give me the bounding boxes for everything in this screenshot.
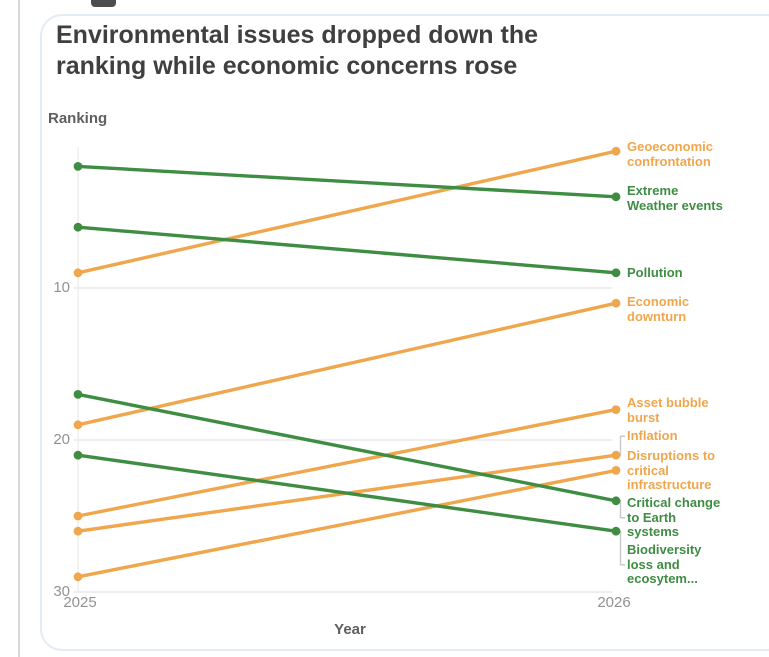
y-tick-20: 20	[53, 431, 70, 448]
series-start-dot-disruptions-to-critical-infrastructure	[73, 572, 83, 582]
series-start-dot-asset-bubble-burst	[73, 511, 83, 521]
series-label-line: confrontation	[627, 153, 711, 169]
series-end-dot-economic-downturn	[611, 298, 621, 308]
series-label-line: ecosytem...	[627, 571, 698, 586]
series-label-line: Geoeconomic	[627, 139, 713, 154]
series-label-geoeconomic-confrontation: Geoeconomic confrontation	[627, 139, 752, 169]
x-tick-2025: 2025	[63, 594, 97, 611]
chart-title: Environmental issues dropped down the ra…	[56, 20, 576, 82]
series-extreme-weather-events	[73, 162, 621, 202]
series-label-disruptions-to-critical-infrastructure: Disruptions to critical infrastructure	[627, 448, 752, 493]
x-tick-2026: 2026	[597, 594, 631, 611]
chart-title-line-1: Environmental issues dropped down the	[56, 21, 539, 49]
series-label-inflation: Inflation	[627, 428, 752, 444]
series-end-dot-asset-bubble-burst	[611, 405, 621, 414]
series-line-extreme-weather-events	[76, 164, 618, 199]
series-label-line: to Earth	[627, 509, 677, 525]
series-label-line: Extreme	[627, 183, 679, 198]
series-start-dot-critical-change-to-earth-systems	[73, 390, 83, 399]
series-end-dot-inflation	[611, 450, 621, 460]
x-axis-title: Year	[334, 621, 366, 638]
series-line-geoeconomic-confrontation	[76, 149, 618, 275]
cropped-toolbar-fragment	[91, 0, 116, 7]
chart-card	[40, 14, 769, 651]
series-label-critical-change-to-earth-systems: Critical change to Earth systems	[627, 495, 752, 540]
series-label-line: Economic	[627, 294, 690, 309]
series-line-critical-change-to-earth-systems	[76, 392, 618, 503]
series-start-dot-economic-downturn	[73, 420, 83, 430]
series-label-line: Inflation	[627, 428, 678, 443]
series-line-economic-downturn	[76, 301, 618, 427]
series-label-line: burst	[627, 409, 660, 425]
series-label-line: Disruptions to	[627, 448, 716, 463]
series-line-biodiversity-loss-and-ecosytem	[76, 453, 618, 533]
series-label-line: infrastructure	[627, 477, 712, 492]
series-label-line: Asset bubble	[627, 395, 709, 410]
series-pollution	[73, 222, 621, 278]
series-start-dot-inflation	[73, 526, 83, 536]
series-line-asset-bubble-burst	[76, 407, 618, 518]
series-label-line: Pollution	[627, 265, 683, 280]
series-start-dot-geoeconomic-confrontation	[73, 268, 83, 278]
series-disruptions-to-critical-infrastructure	[73, 466, 621, 582]
series-biodiversity-loss-and-ecosytem	[73, 450, 621, 536]
series-label-line: Critical change	[627, 495, 721, 510]
series-economic-downturn	[73, 298, 621, 430]
series-end-dot-pollution	[611, 268, 621, 278]
series-label-line: downturn	[627, 308, 687, 324]
series-end-dot-extreme-weather-events	[611, 192, 621, 202]
series-label-line: Biodiversity	[627, 542, 702, 557]
series-label-economic-downturn: Economic downturn	[627, 294, 752, 324]
page-left-divider	[18, 0, 20, 657]
series-end-dot-biodiversity-loss-and-ecosytem	[611, 526, 621, 536]
series-end-dot-critical-change-to-earth-systems	[611, 496, 621, 506]
series-label-pollution: Pollution	[627, 265, 752, 281]
y-tick-10: 10	[53, 279, 70, 296]
series-start-dot-extreme-weather-events	[73, 162, 83, 171]
y-axis-title: Ranking	[48, 110, 108, 127]
series-label-extreme-weather-events: Extreme Weather events	[627, 183, 752, 213]
series-label-line: critical	[627, 462, 669, 478]
series-label-line: Weather events	[627, 197, 723, 213]
chart-title-line-2: ranking while economic concerns rose	[56, 52, 518, 80]
series-label-line: systems	[627, 524, 680, 539]
y-tick-30: 30	[53, 583, 70, 600]
series-line-pollution	[76, 225, 618, 275]
series-start-dot-biodiversity-loss-and-ecosytem	[73, 450, 83, 460]
series-asset-bubble-burst	[73, 405, 621, 521]
series-label-biodiversity-loss-and-ecosytem: Biodiversity loss and ecosytem...	[627, 542, 752, 587]
series-start-dot-pollution	[73, 222, 83, 232]
series-geoeconomic-confrontation	[73, 146, 621, 278]
series-label-line: loss and	[627, 556, 680, 572]
series-end-dot-geoeconomic-confrontation	[611, 146, 621, 156]
series-critical-change-to-earth-systems	[73, 390, 621, 506]
series-line-disruptions-to-critical-infrastructure	[76, 468, 618, 579]
series-end-dot-disruptions-to-critical-infrastructure	[611, 466, 621, 475]
label-bracket-biodiversity-loss-and-ecosytem	[618, 530, 625, 566]
series-label-asset-bubble-burst: Asset bubble burst	[627, 395, 752, 425]
